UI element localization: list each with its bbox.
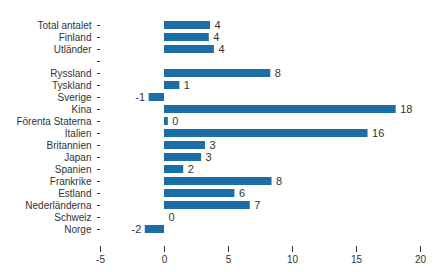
svg-text:3: 3 [206, 151, 212, 163]
svg-text:20: 20 [415, 254, 427, 265]
svg-text:10: 10 [287, 254, 299, 265]
svg-text:Förenta Staterna: Förenta Staterna [16, 116, 91, 127]
svg-text:Utländer: Utländer [54, 44, 92, 55]
svg-text:4: 4 [213, 31, 219, 43]
svg-text:3: 3 [209, 139, 215, 151]
svg-text:Tyskland: Tyskland [52, 80, 91, 91]
svg-text:0: 0 [172, 115, 178, 127]
svg-text:Finland: Finland [59, 32, 92, 43]
svg-text:6: 6 [239, 187, 245, 199]
svg-text:0: 0 [162, 254, 168, 265]
svg-text:8: 8 [275, 67, 281, 79]
svg-text:16: 16 [372, 127, 384, 139]
svg-text:Spanien: Spanien [55, 164, 92, 175]
svg-text:-5: -5 [96, 254, 105, 265]
svg-text:8: 8 [276, 175, 282, 187]
svg-text:Norge: Norge [64, 224, 92, 235]
svg-text:-1: -1 [135, 91, 145, 103]
svg-text:4: 4 [218, 43, 224, 55]
svg-text:1: 1 [184, 79, 190, 91]
svg-text:Japan: Japan [64, 152, 91, 163]
svg-text:Estland: Estland [58, 188, 91, 199]
svg-text:Frankrike: Frankrike [50, 176, 92, 187]
svg-text:2: 2 [188, 163, 194, 175]
svg-text:4: 4 [215, 19, 221, 31]
svg-text:Sverige: Sverige [58, 92, 92, 103]
svg-text:Nederländerna: Nederländerna [25, 200, 92, 211]
svg-text:Total antalet: Total antalet [38, 20, 92, 31]
svg-text:5: 5 [226, 254, 232, 265]
svg-text:Italien: Italien [65, 128, 92, 139]
svg-text:Britannien: Britannien [46, 140, 91, 151]
svg-text:Schweiz: Schweiz [54, 212, 91, 223]
svg-text:18: 18 [400, 103, 412, 115]
svg-text:7: 7 [254, 199, 260, 211]
svg-text:0: 0 [169, 211, 175, 223]
svg-text:Kina: Kina [71, 104, 91, 115]
svg-text:15: 15 [351, 254, 363, 265]
svg-text:-2: -2 [132, 223, 142, 235]
svg-text:Ryssland: Ryssland [50, 68, 91, 79]
